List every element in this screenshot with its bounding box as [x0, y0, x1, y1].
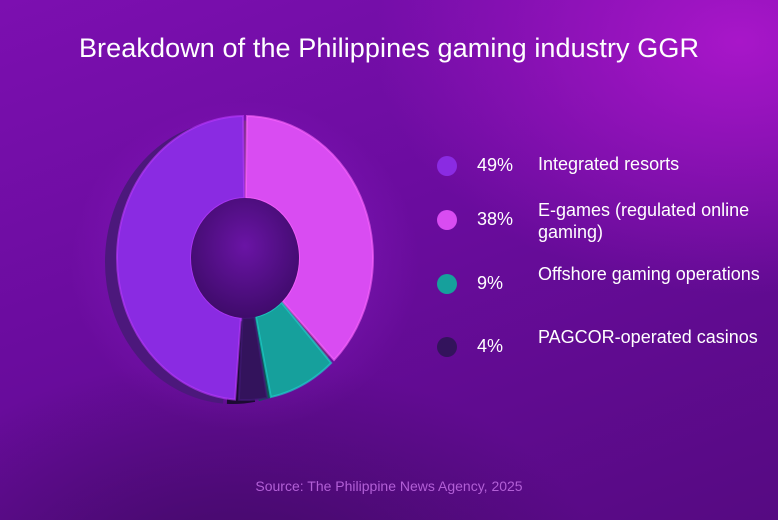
legend-value-pagcor-casinos: 4%: [477, 336, 504, 356]
legend-item-offshore-gaming: 9% Offshore gaming operations: [437, 264, 767, 323]
legend-item-pagcor-casinos: 4% PAGCOR-operated casinos: [437, 327, 767, 386]
legend-value-offshore-gaming: 9%: [477, 273, 504, 293]
legend-swatch-e-games: [437, 210, 457, 230]
donut-hole: [191, 198, 299, 318]
source-note: Source: The Philippine News Agency, 2025: [255, 478, 523, 494]
legend-label-e-games: E-games (regulated online gaming): [538, 200, 750, 242]
legend-label-offshore-gaming: Offshore gaming operations: [538, 264, 760, 284]
legend-value-integrated-resorts: 49%: [477, 155, 514, 175]
legend-swatch-offshore-gaming: [437, 274, 457, 294]
legend-value-e-games: 38%: [477, 209, 514, 229]
legend-item-integrated-resorts: 49% Integrated resorts: [437, 150, 767, 200]
legend-swatch-integrated-resorts: [437, 156, 457, 176]
chart-title: Breakdown of the Philippines gaming indu…: [78, 33, 700, 63]
legend-item-e-games: 38% E-games (regulated online gaming): [437, 200, 767, 253]
legend-label-integrated-resorts: Integrated resorts: [538, 154, 680, 174]
legend-swatch-pagcor-casinos: [437, 337, 457, 357]
legend-label-pagcor-casinos: PAGCOR-operated casinos: [538, 327, 758, 347]
